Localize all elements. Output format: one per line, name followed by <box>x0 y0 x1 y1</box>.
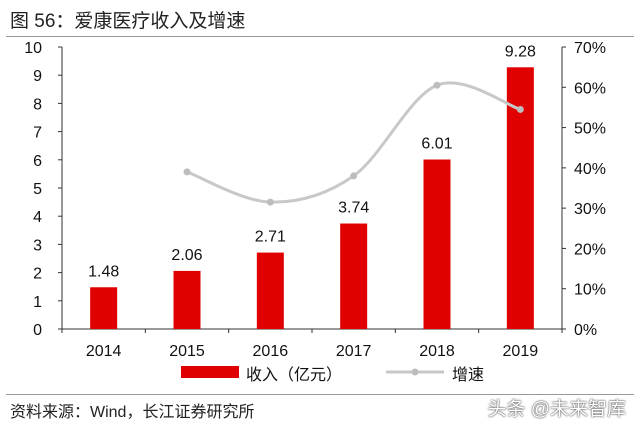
chart: 0 1 2 3 4 5 6 7 8 9 10 0% 10% 20% 30% 40% 50% 60% 70% 2014 2… <box>24 40 606 384</box>
legend-marker-growth <box>411 368 419 376</box>
left-axis-tick-label: 0 <box>33 322 42 339</box>
legend-label-growth: 增速 <box>452 366 484 384</box>
x-axis-tick-label: 2019 <box>503 343 539 360</box>
right-axis-tick-label: 30% <box>574 201 606 218</box>
watermark: 头条 @未来智库 <box>487 399 626 420</box>
bar <box>90 287 118 329</box>
bar <box>423 159 451 329</box>
right-axis-tick-label: 50% <box>574 121 606 138</box>
left-axis-tick-label: 3 <box>33 237 42 254</box>
left-axis-tick-label: 1 <box>33 294 42 311</box>
x-axis-tick-label: 2016 <box>253 343 289 360</box>
legend: 收入（亿元） 增速 <box>181 366 484 384</box>
bar <box>340 223 368 329</box>
left-axis-tick-label: 5 <box>33 181 42 198</box>
right-axis-tick-label: 70% <box>574 40 606 57</box>
top-divider <box>6 36 634 37</box>
x-axis-tick-label: 2014 <box>86 343 122 360</box>
growth-point <box>433 81 441 89</box>
right-axis-tick-label: 20% <box>574 241 606 258</box>
bar-data-label: 3.74 <box>338 200 369 217</box>
growth-point <box>183 168 191 176</box>
x-axis-tick-label: 2017 <box>336 343 372 360</box>
bottom-divider <box>6 394 634 395</box>
left-axis-tick-label: 8 <box>33 96 42 113</box>
axes: 0 1 2 3 4 5 6 7 8 9 10 0% 10% 20% 30% 40% 50% 60% 70% 2014 2… <box>24 40 606 360</box>
legend-swatch-revenue <box>181 366 239 378</box>
bar-data-label: 2.06 <box>171 247 202 264</box>
growth-point <box>516 105 524 113</box>
bar-data-label: 9.28 <box>505 43 536 60</box>
growth-point <box>266 198 274 206</box>
x-axis-tick-label: 2015 <box>169 343 205 360</box>
right-axis-tick-label: 10% <box>574 282 606 299</box>
legend-label-revenue: 收入（亿元） <box>246 366 342 384</box>
bar-data-label: 2.71 <box>255 229 286 246</box>
bar <box>256 252 284 329</box>
growth-line <box>183 81 524 206</box>
bar-data-label: 6.01 <box>421 136 452 153</box>
left-axis-tick-label: 7 <box>33 125 42 142</box>
left-axis-tick-label: 10 <box>24 40 42 57</box>
right-axis-tick-label: 60% <box>574 80 606 97</box>
left-axis-tick-label: 4 <box>33 209 42 226</box>
right-axis-tick-label: 0% <box>574 322 597 339</box>
growth-point <box>350 172 358 180</box>
x-axis-tick-label: 2018 <box>419 343 455 360</box>
left-axis-tick-label: 6 <box>33 153 42 170</box>
left-axis-tick-label: 2 <box>33 266 42 283</box>
growth-line-path <box>186 81 521 204</box>
right-axis-tick-label: 40% <box>574 161 606 178</box>
source-note: 资料来源：Wind，长江证券研究所 <box>10 404 255 421</box>
bar <box>173 270 201 329</box>
left-axis-tick-label: 9 <box>33 68 42 85</box>
page-title: 图 56：爱康医疗收入及增速 <box>10 11 246 32</box>
bar-data-label: 1.48 <box>88 263 119 280</box>
